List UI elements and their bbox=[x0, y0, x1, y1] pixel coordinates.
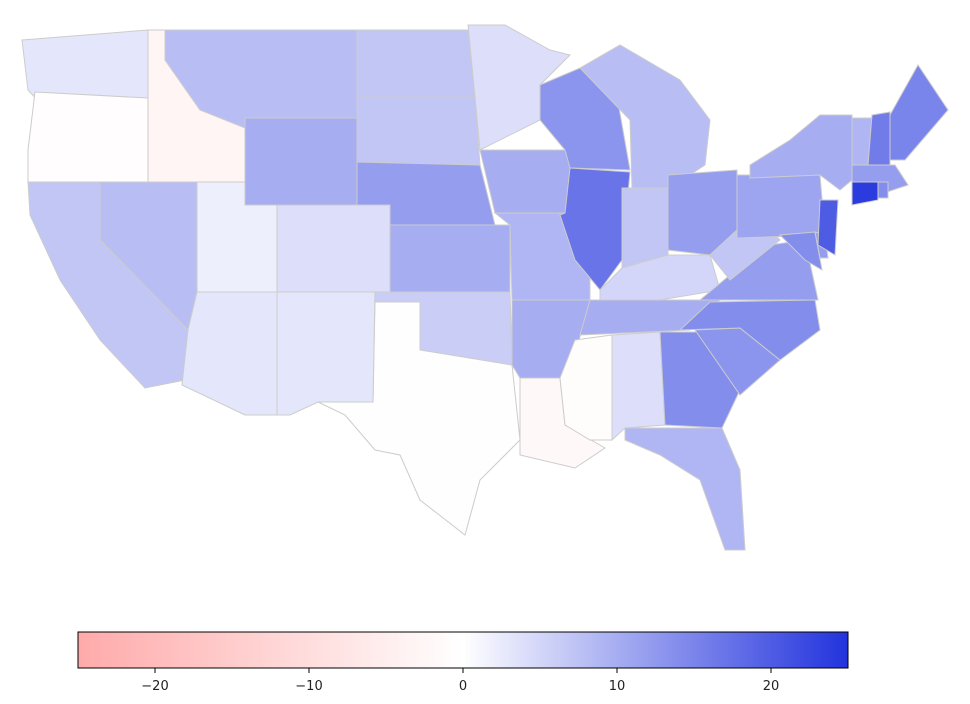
state bbox=[356, 96, 481, 166]
state bbox=[659, 331, 741, 429]
state bbox=[621, 187, 669, 269]
state bbox=[851, 181, 879, 206]
state bbox=[276, 204, 391, 293]
colorbar bbox=[77, 631, 849, 669]
state bbox=[389, 224, 511, 293]
colorbar-tick-label: 10 bbox=[609, 679, 626, 694]
colorbar-tick-label: −10 bbox=[295, 679, 322, 694]
state bbox=[736, 174, 826, 239]
state bbox=[579, 44, 711, 189]
state bbox=[559, 167, 631, 291]
map bbox=[21, 24, 949, 551]
state bbox=[611, 331, 666, 442]
state bbox=[867, 111, 891, 166]
state bbox=[889, 64, 949, 161]
colorbar-tick-label: 20 bbox=[763, 679, 780, 694]
state bbox=[276, 291, 376, 416]
state bbox=[27, 181, 189, 389]
colorbar-tick-label: −20 bbox=[141, 679, 168, 694]
state bbox=[817, 199, 839, 256]
state bbox=[317, 301, 521, 536]
state bbox=[479, 149, 581, 214]
state bbox=[778, 231, 823, 271]
state bbox=[877, 181, 889, 199]
colorbar-tick-label: 0 bbox=[459, 679, 467, 694]
state bbox=[181, 291, 278, 416]
state bbox=[624, 427, 746, 551]
state bbox=[678, 299, 821, 361]
state bbox=[356, 29, 476, 98]
state bbox=[27, 91, 149, 183]
state bbox=[244, 117, 358, 206]
